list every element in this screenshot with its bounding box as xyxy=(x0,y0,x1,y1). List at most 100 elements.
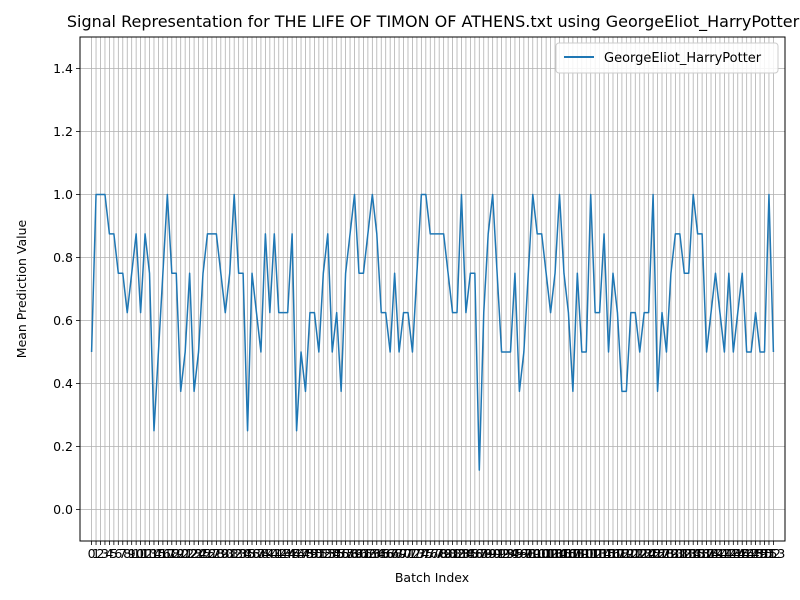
plot-frame xyxy=(79,36,786,542)
x-tick-label: 145 xyxy=(726,546,750,561)
x-tick-label: 31 xyxy=(222,546,238,561)
x-tick-label: 22 xyxy=(182,546,198,561)
x-tick-label: 55 xyxy=(329,546,345,561)
x-tick-label: 30 xyxy=(217,546,233,561)
y-tick-label: 0.2 xyxy=(53,439,73,454)
x-tick-label: 106 xyxy=(552,546,576,561)
legend-box xyxy=(555,42,779,74)
x-tick-label: 89 xyxy=(480,546,496,561)
x-tick-label: 56 xyxy=(333,546,349,561)
x-tick-label: 85 xyxy=(462,546,478,561)
x-tick-label: 63 xyxy=(364,546,380,561)
x-tick-label: 39 xyxy=(257,546,273,561)
x-tick-label: 120 xyxy=(614,546,638,561)
x-tick-label: 16 xyxy=(155,546,171,561)
x-tick-label: 105 xyxy=(548,546,572,561)
x-tick-label: 33 xyxy=(231,546,247,561)
x-tick-label: 90 xyxy=(485,546,501,561)
x-tick-label: 5 xyxy=(110,546,118,561)
x-tick-label: 103 xyxy=(539,546,563,561)
x-tick-label: 137 xyxy=(690,546,714,561)
x-tick-label: 127 xyxy=(646,546,670,561)
x-tick-label: 57 xyxy=(338,546,354,561)
x-tick-label: 9 xyxy=(128,546,136,561)
x-tick-label: 82 xyxy=(449,546,465,561)
x-tick-label: 99 xyxy=(525,546,541,561)
x-tick-label: 104 xyxy=(543,546,567,561)
x-tick-label: 49 xyxy=(302,546,318,561)
series-line-georgeeliot-harrypotter xyxy=(90,193,775,471)
x-tick-label: 14 xyxy=(146,546,162,561)
x-tick-label: 51 xyxy=(311,546,327,561)
x-tick-label: 35 xyxy=(240,546,256,561)
x-tick-label: 131 xyxy=(663,546,687,561)
x-tick-label: 34 xyxy=(235,546,251,561)
x-tick-label: 48 xyxy=(298,546,314,561)
x-tick-label: 119 xyxy=(610,546,634,561)
x-tick-label: 146 xyxy=(730,546,754,561)
x-axis-ticks: 0123456789101112131415161718192021222324… xyxy=(88,541,785,561)
x-tick-label: 91 xyxy=(489,546,505,561)
x-tick-label: 58 xyxy=(342,546,358,561)
x-tick-label: 42 xyxy=(271,546,287,561)
y-tick-label: 0.0 xyxy=(53,502,73,517)
x-tick-label: 73 xyxy=(409,546,425,561)
x-tick-label: 97 xyxy=(516,546,532,561)
x-tick-label: 43 xyxy=(275,546,291,561)
x-tick-label: 113 xyxy=(583,546,607,561)
x-tick-label: 111 xyxy=(574,546,598,561)
x-tick-label: 142 xyxy=(712,546,736,561)
x-tick-label: 72 xyxy=(404,546,420,561)
x-tick-label: 122 xyxy=(623,546,647,561)
legend: GeorgeEliot_HarryPotter xyxy=(555,42,779,74)
series-layer xyxy=(90,193,775,471)
x-tick-label: 66 xyxy=(378,546,394,561)
x-tick-label: 44 xyxy=(280,546,296,561)
x-tick-label: 60 xyxy=(351,546,367,561)
x-tick-label: 118 xyxy=(606,546,630,561)
x-tick-label: 93 xyxy=(498,546,514,561)
x-tick-label: 132 xyxy=(668,546,692,561)
x-tick-label: 3 xyxy=(101,546,109,561)
x-tick-label: 128 xyxy=(650,546,674,561)
x-tick-label: 50 xyxy=(306,546,322,561)
x-tick-label: 86 xyxy=(467,546,483,561)
x-tick-label: 25 xyxy=(195,546,211,561)
x-tick-label: 112 xyxy=(579,546,603,561)
x-tick-label: 23 xyxy=(186,546,202,561)
x-tick-label: 92 xyxy=(494,546,510,561)
x-tick-label: 98 xyxy=(520,546,536,561)
x-tick-label: 77 xyxy=(427,546,443,561)
x-tick-label: 79 xyxy=(436,546,452,561)
legend-label: GeorgeEliot_HarryPotter xyxy=(604,51,762,66)
x-gridlines xyxy=(91,37,774,541)
chart-title: Signal Representation for THE LIFE OF TI… xyxy=(67,12,800,32)
x-tick-label: 24 xyxy=(191,546,207,561)
x-tick-label: 88 xyxy=(476,546,492,561)
x-tick-label: 96 xyxy=(511,546,527,561)
x-tick-label: 28 xyxy=(208,546,224,561)
x-tick-label: 94 xyxy=(503,546,519,561)
y-tick-label: 0.8 xyxy=(53,250,73,265)
y-tick-label: 1.0 xyxy=(53,187,73,202)
x-tick-label: 41 xyxy=(266,546,282,561)
x-tick-label: 18 xyxy=(164,546,180,561)
x-tick-label: 10 xyxy=(128,546,144,561)
x-tick-label: 67 xyxy=(382,546,398,561)
x-tick-label: 141 xyxy=(708,546,732,561)
x-tick-label: 87 xyxy=(471,546,487,561)
x-tick-label: 140 xyxy=(704,546,728,561)
plot-area xyxy=(80,37,785,541)
x-tick-label: 6 xyxy=(114,546,122,561)
x-tick-label: 126 xyxy=(641,546,665,561)
x-tick-label: 45 xyxy=(284,546,300,561)
x-tick-label: 139 xyxy=(699,546,723,561)
x-tick-label: 52 xyxy=(315,546,331,561)
x-tick-label: 129 xyxy=(655,546,679,561)
x-tick-label: 64 xyxy=(369,546,385,561)
x-tick-label: 108 xyxy=(561,546,585,561)
x-tick-label: 110 xyxy=(570,546,594,561)
x-tick-label: 32 xyxy=(226,546,242,561)
x-tick-label: 116 xyxy=(597,546,621,561)
x-tick-label: 8 xyxy=(123,546,131,561)
